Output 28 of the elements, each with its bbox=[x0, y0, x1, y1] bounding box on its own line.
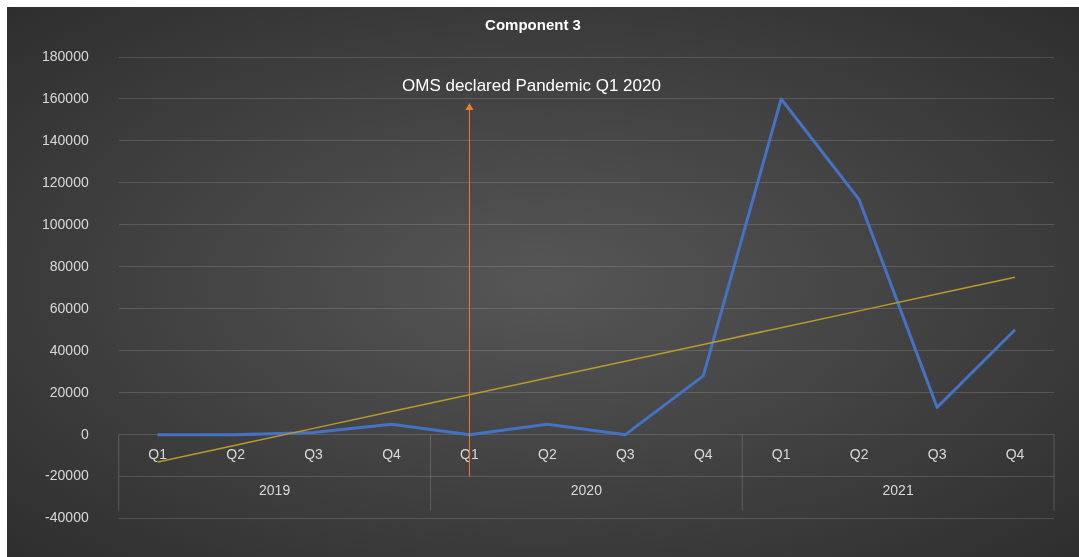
annotation: 2019 bbox=[259, 481, 291, 498]
x-tick-label: Q4 bbox=[693, 445, 713, 462]
x-tick-label: Q1 bbox=[771, 445, 791, 462]
y-tick-label: 120000 bbox=[42, 173, 89, 190]
x-tick-label: Q4 bbox=[382, 445, 402, 462]
x-tick-label: Q3 bbox=[304, 445, 324, 462]
y-tick-label: 180000 bbox=[42, 47, 89, 64]
y-tick-label: 20000 bbox=[49, 383, 89, 400]
y-tick-label: 160000 bbox=[42, 89, 89, 106]
x-tick-label: Q1 bbox=[148, 445, 168, 462]
y-tick-label: 40000 bbox=[49, 341, 89, 358]
annotation: 2020 bbox=[570, 481, 603, 498]
chart-title: Component 3 bbox=[485, 16, 581, 34]
y-tick-label: 0 bbox=[80, 425, 89, 442]
y-tick-label: 140000 bbox=[42, 131, 89, 148]
x-tick-label: Q4 bbox=[1005, 445, 1025, 462]
y-tick-label: -40000 bbox=[45, 509, 89, 526]
x-tick-label: Q2 bbox=[538, 445, 557, 462]
annotation: OMS declared Pandemic Q1 2020 bbox=[401, 76, 661, 96]
annotation: 2021 bbox=[882, 481, 914, 498]
x-tick-label: Q2 bbox=[849, 445, 869, 462]
x-tick-label: Q3 bbox=[615, 445, 635, 462]
x-tick-label: Q3 bbox=[927, 445, 947, 462]
x-tick-label: Q2 bbox=[226, 445, 246, 462]
y-tick-label: 100000 bbox=[42, 215, 89, 232]
y-tick-label: 80000 bbox=[49, 257, 89, 274]
y-tick-label: -20000 bbox=[45, 467, 89, 484]
y-tick-label: 60000 bbox=[49, 299, 89, 316]
